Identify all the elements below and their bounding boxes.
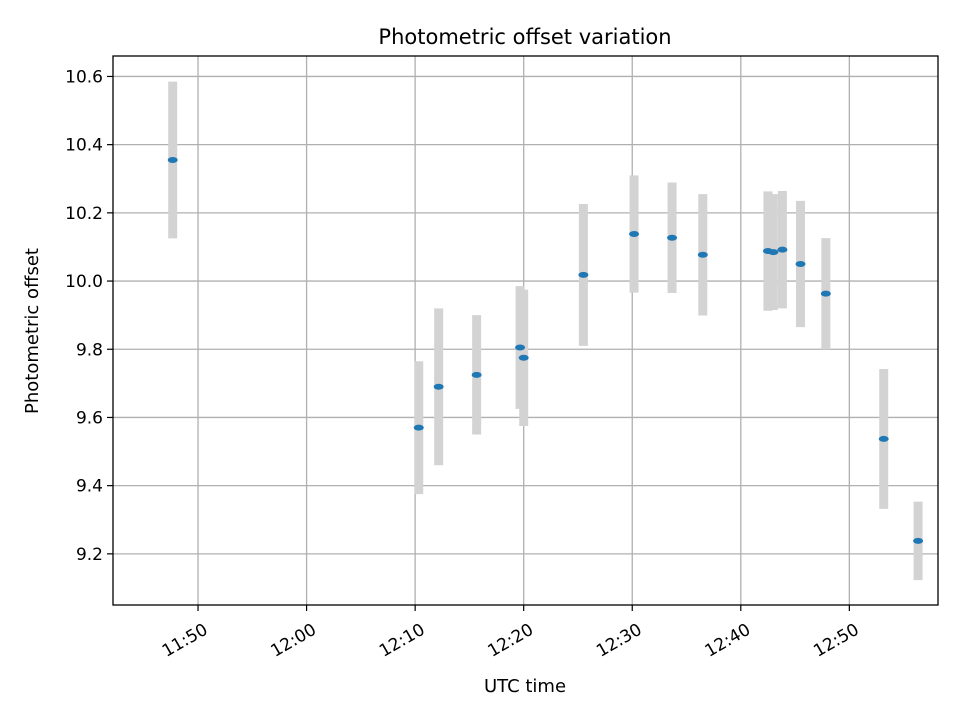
data-point (518, 354, 529, 361)
data-point (433, 383, 444, 390)
x-axis-title: UTC time (484, 676, 566, 697)
data-point (820, 290, 831, 297)
data-point (578, 271, 589, 278)
data-point (768, 249, 779, 256)
y-tick-label: 10.6 (65, 67, 103, 87)
data-point (795, 261, 806, 268)
plot-frame (112, 55, 939, 606)
y-tick-label: 9.8 (76, 340, 103, 360)
y-tick-label: 10.4 (65, 136, 103, 156)
y-tick-label: 9.6 (76, 408, 103, 428)
chart-title: Photometric offset variation (378, 25, 671, 49)
y-tick-label: 9.2 (76, 545, 103, 565)
data-point (913, 537, 924, 544)
y-tick-label: 9.4 (76, 477, 103, 497)
y-tick-label: 10.0 (65, 272, 103, 292)
data-point (697, 251, 708, 258)
data-point (515, 344, 526, 351)
data-point (629, 230, 640, 237)
data-points (167, 157, 924, 544)
data-point (667, 234, 678, 241)
data-point (878, 435, 889, 442)
y-tick-label: 10.2 (65, 204, 103, 224)
y-axis-title: Photometric offset (22, 248, 43, 414)
data-point (413, 424, 424, 431)
data-point (471, 371, 482, 378)
data-point (167, 157, 178, 164)
data-point (777, 246, 788, 253)
